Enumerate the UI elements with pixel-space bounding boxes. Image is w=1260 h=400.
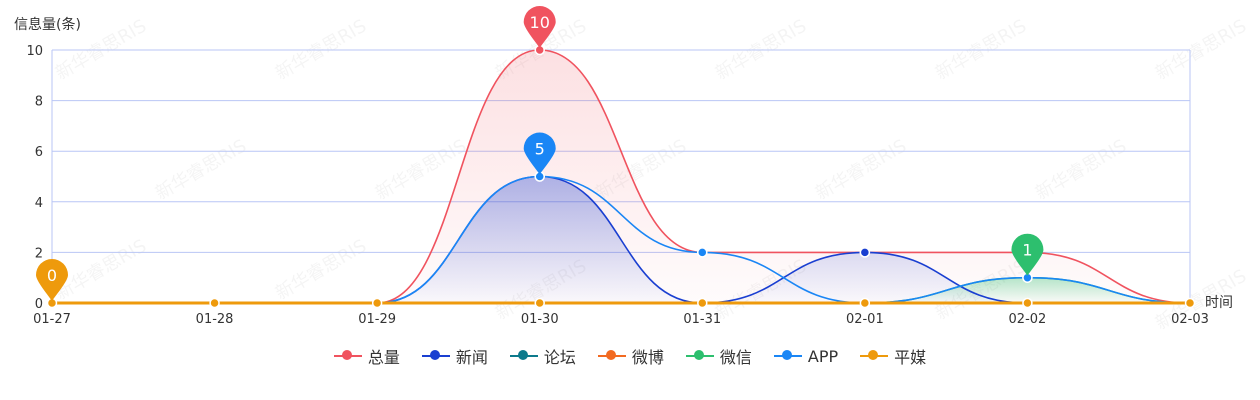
series-area (52, 277, 1190, 303)
x-tick-label: 02-02 (1009, 312, 1047, 327)
x-tick-label: 01-30 (521, 312, 559, 327)
legend-label: 平媒 (894, 348, 927, 367)
markpoint-shape (523, 132, 556, 175)
legend-item[interactable]: 论坛 (509, 344, 576, 368)
chart-legend: 总量 新闻 论坛 微博 微信 APP 平媒 (0, 344, 1260, 368)
watermark: 新华睿思RIS (272, 236, 370, 305)
legend-label: 微信 (719, 348, 752, 367)
watermark: 新华睿思RIS (1032, 136, 1130, 205)
markpoint-label: 1 (1022, 241, 1032, 260)
y-tick-label: 0 (35, 297, 43, 312)
data-point[interactable] (1022, 297, 1033, 309)
markpoint-pin: 5 (523, 132, 556, 175)
x-tick-label: 01-29 (358, 312, 396, 327)
legend-swatch-icon (685, 349, 714, 363)
legend-swatch-icon (597, 349, 626, 363)
data-point[interactable] (697, 247, 708, 258)
y-axis-title: 信息量(条) (14, 17, 81, 33)
legend-label: 微博 (631, 348, 664, 367)
legend-item[interactable]: 微信 (685, 344, 752, 368)
legend-swatch-icon (421, 349, 450, 363)
y-tick-label: 8 (35, 95, 43, 110)
legend-item[interactable]: APP (773, 344, 839, 368)
legend-swatch-icon (333, 349, 362, 363)
legend-swatch-icon (860, 349, 889, 363)
markpoint-shape (1011, 233, 1044, 276)
x-tick-label: 01-28 (196, 312, 234, 327)
markpoint-pin: 1 (1011, 233, 1044, 276)
y-tick-label: 4 (35, 196, 43, 211)
series-area (52, 50, 1190, 303)
markpoint-label: 0 (47, 266, 57, 285)
legend-swatch-icon (773, 349, 802, 363)
watermark: 新华睿思RIS (812, 136, 910, 205)
markpoint-label: 10 (530, 13, 550, 32)
legend-item[interactable]: 微博 (597, 344, 664, 368)
y-tick-label: 2 (35, 246, 43, 261)
legend-item[interactable]: 总量 (333, 344, 400, 368)
data-point[interactable] (697, 297, 708, 309)
legend-item[interactable]: 平媒 (860, 344, 926, 368)
markpoint-pin: 0 (36, 259, 68, 301)
markpoint-shape (36, 259, 68, 301)
data-point[interactable] (859, 297, 871, 309)
data-point[interactable] (371, 297, 383, 309)
legend-swatch-icon (509, 349, 538, 363)
data-point[interactable] (1184, 297, 1196, 309)
data-point[interactable] (859, 247, 871, 258)
markpoint-label: 5 (535, 140, 545, 159)
x-tick-label: 01-27 (33, 312, 71, 327)
x-tick-label: 02-03 (1171, 312, 1209, 327)
markpoint-pin: 10 (523, 6, 556, 48)
x-tick-label: 01-31 (683, 312, 721, 327)
legend-item[interactable]: 新闻 (421, 344, 488, 368)
y-tick-label: 6 (35, 145, 43, 160)
legend-label: 总量 (367, 348, 400, 367)
x-axis-title: 时间 (1205, 295, 1233, 311)
markpoint-shape (523, 6, 556, 48)
legend-label: 新闻 (455, 348, 488, 367)
legend-label: APP (807, 346, 839, 366)
watermark: 新华睿思RIS (152, 136, 250, 205)
x-tick-label: 02-01 (846, 312, 884, 327)
data-point[interactable] (534, 297, 545, 309)
legend-label: 论坛 (543, 348, 576, 367)
data-point[interactable] (209, 297, 220, 309)
y-tick-label: 10 (26, 44, 43, 59)
